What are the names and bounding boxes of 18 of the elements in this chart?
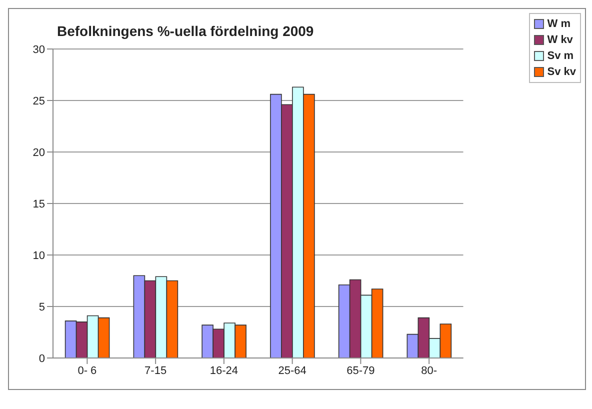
x-tick-label: 25-64: [278, 364, 306, 377]
x-tick-label: 7-15: [144, 364, 167, 377]
y-tick-label: 25: [32, 95, 45, 108]
legend-label: W m: [547, 17, 570, 32]
x-tick-label: 0- 6: [78, 364, 97, 377]
y-tick-label: 0: [38, 352, 45, 365]
y-tick-label: 15: [32, 198, 45, 210]
x-tick-label: 80-: [421, 364, 438, 377]
legend-label: Sv kv: [547, 65, 576, 80]
x-tick-label: 16-24: [210, 364, 238, 377]
y-tick-label: 30: [32, 44, 45, 56]
y-tick-label: 10: [32, 250, 45, 262]
y-tick-label: 5: [38, 301, 45, 314]
x-tick-label: 65-79: [346, 364, 375, 377]
chart-title: Befolkningens %-uella fördelning 2009: [57, 23, 314, 39]
y-tick-label: 20: [32, 146, 45, 159]
legend-label: W kv: [547, 33, 573, 48]
legend-label: Sv m: [547, 49, 574, 64]
